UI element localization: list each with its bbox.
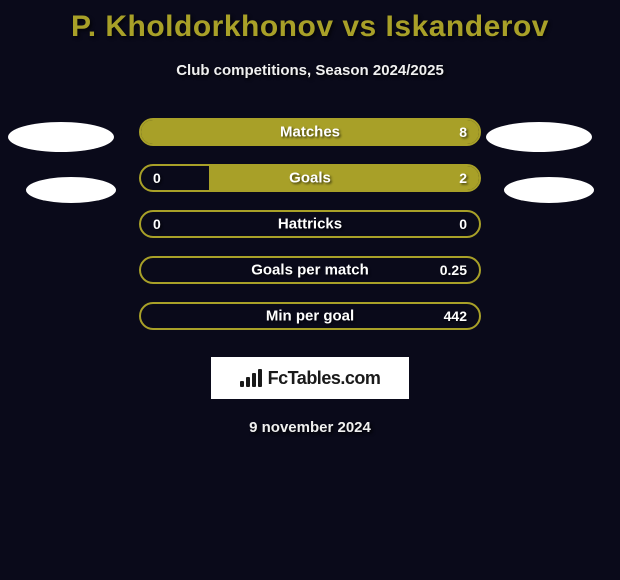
date-text: 9 november 2024: [0, 419, 620, 436]
stat-row: 0 Hattricks 0: [0, 201, 620, 247]
bar-fill-right: [209, 166, 479, 190]
stat-label: Goals: [289, 170, 331, 187]
stat-value-right: 2: [459, 170, 467, 186]
stat-label: Hattricks: [278, 216, 342, 233]
stat-value-right: 0: [459, 216, 467, 232]
stat-bar: 0 Goals 2: [139, 164, 481, 192]
side-ellipse: [486, 122, 592, 152]
stat-label: Goals per match: [251, 262, 369, 279]
stat-label: Matches: [280, 124, 340, 141]
stat-value-right: 8: [459, 124, 467, 140]
side-ellipse: [26, 177, 116, 203]
chart-icon: [240, 369, 262, 387]
stat-value-left: 0: [153, 170, 161, 186]
stat-row: Goals per match 0.25: [0, 247, 620, 293]
comparison-subtitle: Club competitions, Season 2024/2025: [0, 62, 620, 79]
stat-value-left: 0: [153, 216, 161, 232]
stat-value-right: 442: [444, 308, 467, 324]
stat-value-right: 0.25: [440, 262, 467, 278]
logo-box: FcTables.com: [211, 357, 409, 399]
stat-bar: Matches 8: [139, 118, 481, 146]
side-ellipse: [504, 177, 594, 203]
comparison-title: P. Kholdorkhonov vs Iskanderov: [0, 0, 620, 44]
stat-bar: 0 Hattricks 0: [139, 210, 481, 238]
stat-row: Min per goal 442: [0, 293, 620, 339]
stat-bar: Goals per match 0.25: [139, 256, 481, 284]
side-ellipse: [8, 122, 114, 152]
logo-text: FcTables.com: [268, 368, 381, 389]
stat-label: Min per goal: [266, 308, 354, 325]
stat-bar: Min per goal 442: [139, 302, 481, 330]
